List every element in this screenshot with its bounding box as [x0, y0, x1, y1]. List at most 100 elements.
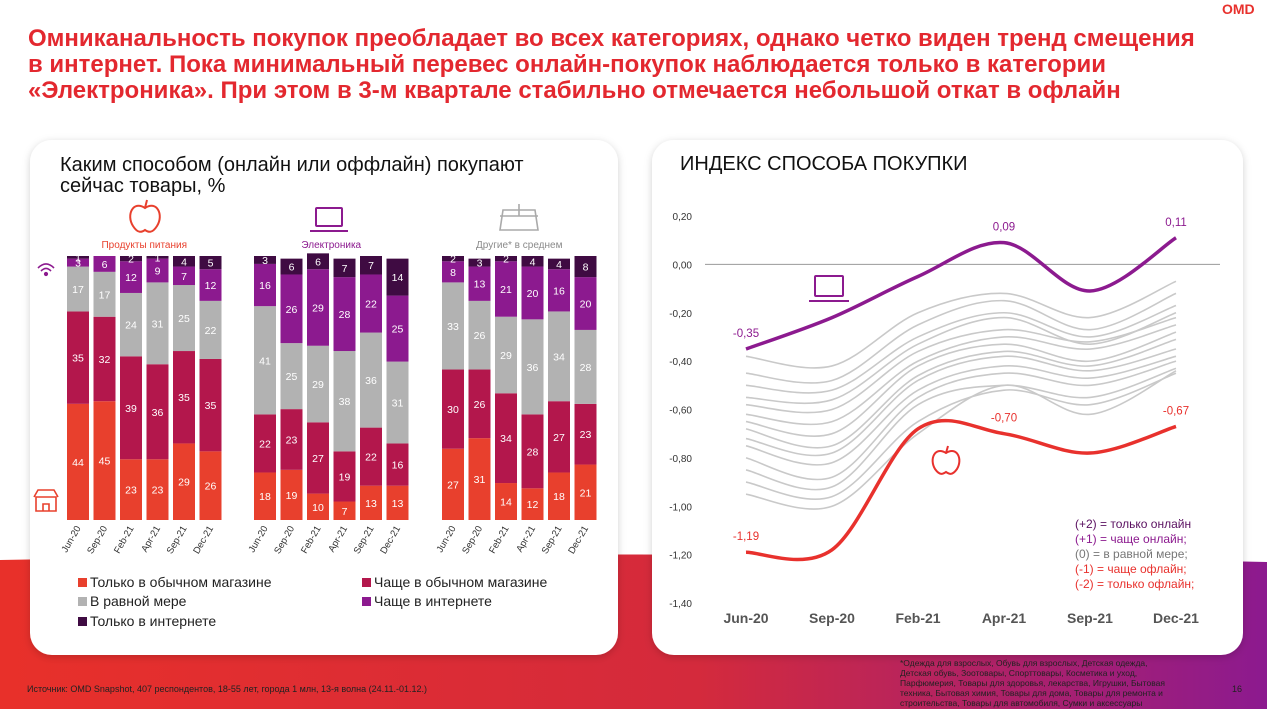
- bar-segment: [521, 488, 544, 520]
- bar-segment: [442, 448, 464, 520]
- legend-swatch: [362, 578, 371, 587]
- bar-segment: [548, 311, 570, 402]
- bar-label: 28: [580, 362, 592, 374]
- bar-segment: [146, 282, 169, 365]
- line-series: [745, 355, 1177, 466]
- bar-label: 18: [553, 491, 565, 503]
- bar-label: 34: [553, 351, 565, 363]
- bar-label: 8: [583, 262, 589, 274]
- bar-segment: [360, 427, 382, 486]
- legend-swatch: [78, 617, 87, 626]
- bar-segment: [360, 274, 382, 333]
- y-tick-label: -0,40: [669, 357, 692, 368]
- line-series: [745, 304, 1177, 394]
- y-tick-label: -0,20: [669, 309, 692, 320]
- y-tick-label: -1,00: [669, 502, 692, 513]
- y-tick-label: -1,20: [669, 551, 692, 562]
- bar-label: 36: [152, 407, 164, 419]
- bar-segment: [548, 472, 570, 520]
- apple-icon: [129, 199, 161, 233]
- x-tick-label: Apr-21: [982, 610, 1027, 626]
- bar-segment: [468, 369, 491, 439]
- group-label: Другие* в среднем: [476, 240, 563, 251]
- bar-segment: [360, 256, 382, 275]
- bar-segment: [280, 469, 303, 520]
- headline: в интернет. Пока минимальный перевес онл…: [28, 51, 1106, 78]
- logo: OMD: [1222, 1, 1255, 17]
- bar-segment: [146, 364, 169, 460]
- line-series: [745, 338, 1177, 449]
- bar-label: 7: [181, 271, 187, 283]
- x-tick-label: Dec-21: [1153, 610, 1199, 626]
- bar-segment: [360, 332, 382, 428]
- line-series: [745, 311, 1177, 405]
- bar-label: 6: [102, 259, 108, 271]
- bar-segment: [468, 258, 491, 267]
- bar-label: 45: [99, 456, 111, 468]
- bar-label: 29: [500, 350, 512, 362]
- laptop-icon: [310, 207, 348, 232]
- bar-segment: [307, 345, 329, 423]
- bar-segment: [254, 472, 276, 520]
- bar-label: 25: [286, 371, 298, 383]
- bar-segment: [574, 277, 597, 330]
- line-series: [745, 280, 1177, 369]
- bar-label: 1: [155, 252, 161, 264]
- bar-segment: [360, 485, 382, 520]
- legend-swatch: [78, 578, 87, 587]
- bar-segment: [67, 311, 89, 404]
- bar-segment: [199, 256, 222, 270]
- bar-label: 12: [527, 499, 539, 511]
- index-legend: (+1) = чаще онлайн;: [1075, 532, 1187, 546]
- legend-label: Чаще в интернете: [374, 593, 492, 609]
- bar-label: 35: [72, 353, 84, 365]
- bar-segment: [442, 261, 464, 283]
- bar-segment: [495, 483, 517, 520]
- y-tick-label: 0,00: [673, 260, 693, 271]
- bar-label: 30: [447, 404, 459, 416]
- line-series: [745, 316, 1177, 414]
- bar-segment: [468, 438, 491, 520]
- bar-segment: [574, 329, 597, 404]
- bar-segment: [199, 269, 222, 301]
- bar-label: 25: [178, 313, 190, 325]
- bar-label: 4: [556, 259, 562, 271]
- bar-label: 22: [205, 325, 217, 337]
- bar-label: 23: [125, 485, 137, 497]
- bar-segment: [67, 403, 89, 520]
- bar-label: 12: [125, 272, 137, 284]
- headline: «Электроника». При этом в 3-м квартале с…: [28, 77, 1121, 104]
- footnote: строительства, Товары для автомобиля, Су…: [900, 698, 1142, 708]
- bar-segment: [307, 253, 329, 270]
- shop-icon: [33, 489, 59, 512]
- bar-segment: [442, 256, 464, 262]
- group-label: Электроника: [301, 240, 361, 251]
- bar-label: 6: [289, 262, 295, 274]
- bar-segment: [495, 256, 517, 262]
- bar-segment: [468, 266, 491, 301]
- bar-segment: [199, 451, 222, 520]
- bar-segment: [333, 258, 356, 278]
- bar-label: 41: [259, 355, 271, 367]
- bar-label: 2: [450, 254, 456, 266]
- legend-swatch: [78, 597, 87, 606]
- value-label: 0,11: [1165, 217, 1187, 229]
- value-label: -0,70: [991, 413, 1017, 425]
- x-tick-label: Jun-20: [723, 610, 768, 626]
- index-legend: (-1) = чаще офлайн;: [1075, 562, 1187, 576]
- bar-label: 23: [152, 485, 164, 497]
- bar-label: 13: [392, 498, 404, 510]
- bar-segment: [307, 493, 329, 520]
- bar-label: 19: [339, 471, 351, 483]
- bar-segment: [173, 256, 195, 267]
- bar-segment: [120, 292, 142, 357]
- bar-label: 35: [178, 392, 190, 404]
- line-series: [745, 236, 1177, 351]
- bar-label: 35: [205, 400, 217, 412]
- footnote: техника, Бытовая химия, Товары для дома,…: [900, 688, 1163, 698]
- bar-label: 4: [181, 256, 187, 268]
- line-series: [745, 324, 1177, 426]
- bar-label: 33: [447, 321, 459, 333]
- value-label: 0,09: [993, 222, 1015, 234]
- bar-label: 7: [342, 506, 348, 518]
